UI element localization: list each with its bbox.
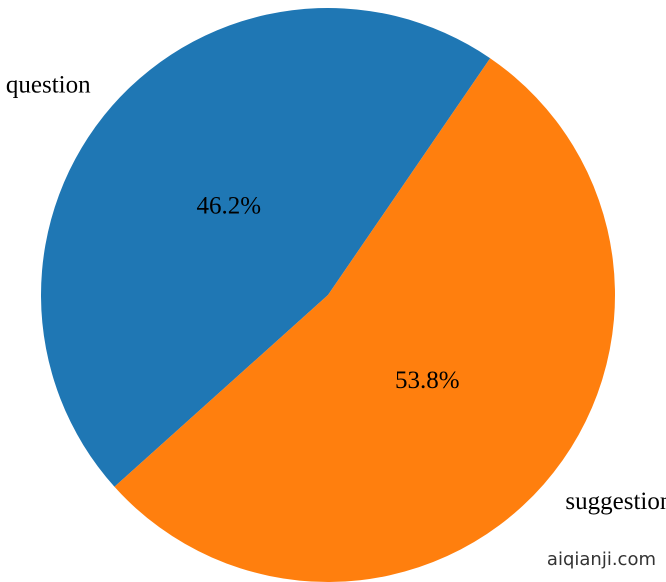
pie-slice	[114, 58, 616, 582]
slice-label: question	[6, 72, 91, 99]
value-label: 53.8%	[395, 367, 460, 394]
pie-slice	[40, 7, 491, 487]
value-label: 46.2%	[196, 193, 261, 220]
watermark: aiqianji.com	[547, 549, 656, 570]
slice-label: suggestion	[565, 488, 666, 515]
